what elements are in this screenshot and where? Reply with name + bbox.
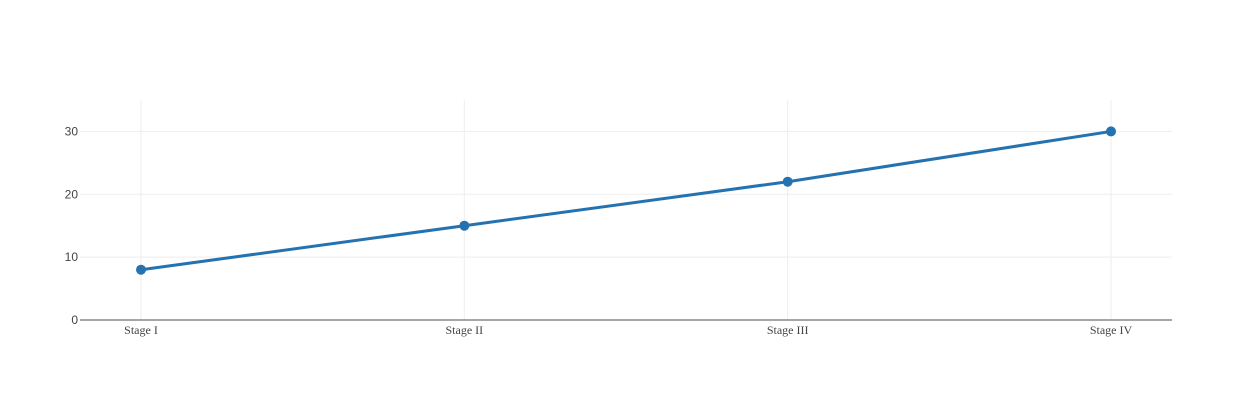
- data-point: [1106, 126, 1116, 137]
- y-tick-label: 30: [65, 124, 79, 138]
- y-tick-label: 10: [65, 250, 79, 264]
- x-tick-label: Stage II: [446, 323, 484, 337]
- data-point: [136, 264, 146, 275]
- data-point: [459, 220, 470, 231]
- series-line: [139, 129, 1113, 272]
- grid-layer: [80, 100, 1172, 320]
- y-tick-label: 20: [65, 187, 79, 201]
- x-tick-label: Stage IV: [1090, 323, 1133, 337]
- x-tick-label: Stage I: [124, 323, 158, 337]
- y-tick-label: 0: [71, 313, 78, 327]
- series-layer: [136, 126, 1116, 275]
- label-layer: 0 10 20 30 Stage I Stage II Stage III Stage IV: [65, 124, 1133, 337]
- data-point: [782, 176, 793, 187]
- x-tick-label: Stage III: [767, 323, 809, 337]
